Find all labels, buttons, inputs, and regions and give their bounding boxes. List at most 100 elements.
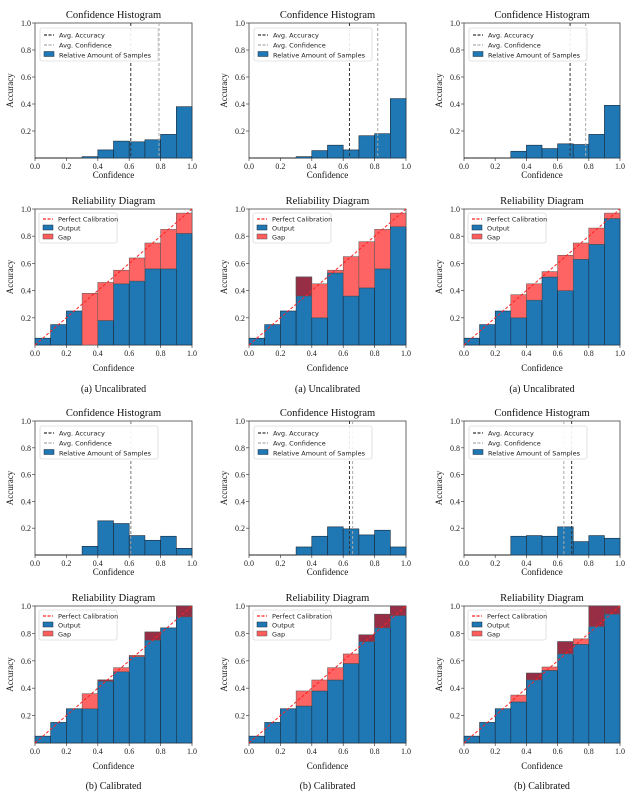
- x-tick-label: 0.6: [124, 349, 134, 358]
- gap-bar: [144, 631, 161, 641]
- legend-label: Avg. Confidence: [273, 42, 326, 50]
- legend-gap-swatch: [471, 233, 483, 240]
- legend-label: Avg. Confidence: [488, 42, 541, 50]
- gap-bar: [604, 605, 621, 615]
- histogram-bar: [358, 534, 375, 556]
- output-bar: [280, 708, 297, 744]
- y-tick-label: 0.8: [450, 232, 460, 241]
- output-bar: [66, 310, 83, 346]
- x-tick-label: 0.0: [459, 162, 469, 171]
- gap-bar: [113, 667, 130, 673]
- output-bar: [248, 337, 265, 346]
- chart-title: Reliability Diagram: [286, 196, 370, 207]
- legend-label: Avg. Accuracy: [273, 430, 319, 438]
- legend-label: Gap: [58, 234, 71, 242]
- y-axis-label: Accuracy: [434, 73, 444, 108]
- legend-label: Avg. Confidence: [488, 440, 541, 448]
- x-tick-label: 0.8: [584, 559, 594, 568]
- histogram-bar: [128, 535, 146, 556]
- x-tick-label: 0.2: [61, 162, 71, 171]
- y-tick-label: 1.0: [235, 417, 245, 426]
- y-tick-label: 0.6: [235, 259, 245, 268]
- legend-label: Relative Amount of Samples: [273, 52, 366, 60]
- x-tick-label: 0.4: [307, 559, 317, 568]
- x-tick-label: 0.4: [521, 349, 531, 358]
- y-tick-label: 0.8: [21, 629, 31, 638]
- legend-label: Avg. Confidence: [59, 42, 112, 50]
- x-tick-label: 0.0: [459, 747, 469, 756]
- gap-bar: [390, 605, 407, 616]
- x-axis-label: Confidence: [521, 761, 562, 771]
- legend-label: Output: [272, 225, 295, 233]
- x-tick-label: 0.4: [93, 162, 103, 171]
- legend-label: Relative Amount of Samples: [488, 450, 581, 458]
- gap-bar: [526, 283, 543, 301]
- x-tick-label: 0.8: [370, 559, 380, 568]
- output-bar: [160, 268, 177, 346]
- y-tick-label: 0.6: [235, 73, 245, 82]
- output-bar: [160, 627, 177, 744]
- legend-label: Perfect Calibration: [58, 613, 118, 621]
- y-tick-label: 1.0: [235, 19, 245, 28]
- output-bar: [463, 735, 480, 744]
- histogram-bar: [572, 144, 590, 159]
- gap-bar: [311, 679, 328, 692]
- y-axis-label: Accuracy: [5, 657, 15, 692]
- output-bar: [541, 276, 558, 346]
- output-bar: [479, 722, 496, 744]
- legend-samples-swatch: [257, 449, 269, 455]
- legend: [467, 212, 547, 244]
- reliability-diagram: 0.0 0.2 0.4 0.6 0.8 1.0 0.2 0.4 0.6 0.8 1.0 Reliabi…: [434, 196, 625, 373]
- x-tick-label: 0.0: [459, 349, 469, 358]
- gap-bar: [128, 655, 146, 657]
- y-tick-label: 1.0: [21, 602, 31, 611]
- x-tick-label: 0.8: [156, 349, 166, 358]
- output-bar: [264, 324, 281, 346]
- legend-gap-swatch: [471, 630, 483, 637]
- y-tick-label: 0.4: [450, 497, 460, 506]
- x-tick-label: 1.0: [401, 559, 411, 568]
- histogram-bar: [160, 134, 177, 159]
- histogram-bar: [588, 134, 605, 159]
- legend: [38, 609, 118, 641]
- y-tick-label: 0.8: [450, 629, 460, 638]
- y-tick-label: 0.4: [235, 100, 245, 109]
- legend-label: Output: [58, 622, 81, 630]
- legend-label: Relative Amount of Samples: [488, 52, 581, 60]
- legend: [253, 425, 373, 460]
- output-bar: [97, 320, 114, 346]
- output-bar: [144, 268, 161, 346]
- perfect-calibration-line: [463, 208, 621, 346]
- histogram-bar: [144, 139, 161, 159]
- legend: [468, 425, 588, 460]
- x-tick-label: 0.8: [156, 559, 166, 568]
- y-tick-label: 0.8: [21, 46, 31, 55]
- legend-samples-swatch: [257, 51, 269, 57]
- x-tick-label: 0.8: [584, 349, 594, 358]
- output-bar: [588, 244, 605, 346]
- x-tick-label: 0.2: [275, 747, 285, 756]
- x-tick-label: 0.4: [307, 349, 317, 358]
- histogram-bar: [144, 539, 161, 556]
- gap-bar: [510, 294, 527, 319]
- y-tick-label: 0.4: [450, 100, 460, 109]
- histogram-bar: [81, 545, 99, 556]
- gap-bar: [541, 666, 558, 671]
- gap-bar: [557, 254, 574, 291]
- histogram-bar: [113, 140, 130, 159]
- legend-gap-swatch: [256, 233, 268, 240]
- legend-label: Relative Amount of Samples: [59, 450, 152, 458]
- legend: [468, 27, 588, 62]
- output-bar: [176, 605, 193, 744]
- legend-label: Gap: [272, 234, 285, 242]
- x-tick-label: 0.0: [30, 559, 40, 568]
- output-bar: [264, 722, 281, 744]
- chart-title: Reliability Diagram: [500, 593, 584, 604]
- histogram-bar: [389, 98, 407, 159]
- legend: [39, 425, 159, 460]
- output-bar: [494, 708, 512, 744]
- y-tick-label: 0.8: [235, 232, 245, 241]
- x-tick-label: 0.2: [490, 349, 500, 358]
- confidence-histogram: 0.0 0.2 0.4 0.6 0.8 1.0 0.2 0.4 0.6 0.8 1.0 Confide…: [434, 10, 625, 180]
- output-bar: [311, 317, 328, 346]
